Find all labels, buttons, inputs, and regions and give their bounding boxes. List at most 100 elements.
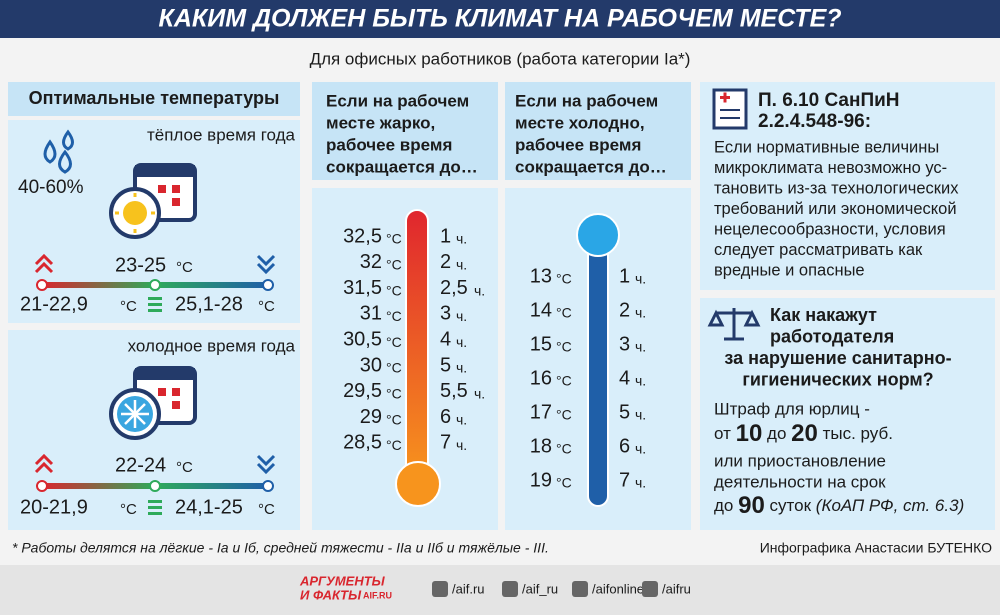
humidity: 40-60% (18, 177, 84, 198)
equal-mark (148, 309, 162, 312)
unit: °C (258, 501, 275, 518)
cold-label: холодное время года (128, 336, 296, 355)
scale-dot (149, 279, 161, 291)
high-range: 24,1-25 (175, 496, 243, 518)
unit: °C (120, 501, 137, 518)
low-range: 21-22,9 (20, 293, 88, 315)
optimal-title: Оптимальные температуры (29, 88, 280, 108)
temperature: 32 (360, 251, 382, 273)
social-icon[interactable] (572, 581, 588, 597)
unit: °C (556, 407, 572, 423)
equal-mark (148, 297, 162, 300)
penalty-title: за нарушение санитарно- (724, 348, 951, 368)
cold-header-box (505, 82, 691, 180)
down-arrows (256, 454, 276, 475)
high-range: 25,1-28 (175, 293, 243, 315)
calendar-sun-icon (109, 163, 197, 239)
sanpin-text: требований или экономической (714, 200, 957, 218)
penalty-title: гигиенических норм? (742, 369, 933, 389)
social-icon[interactable] (432, 581, 448, 597)
temperature: 16 (530, 367, 552, 389)
unit: °C (386, 308, 402, 324)
temperature-scales: 23-25 °C 21-22,9 °C 25,1-28 °C 22-24 °C 20-21,9 °… (20, 253, 276, 518)
hours: 1 (440, 225, 451, 247)
panel-header (8, 82, 300, 116)
temperature: 29,5 (343, 380, 382, 402)
unit: °C (386, 334, 402, 350)
column-title: сокращается до… (515, 157, 667, 176)
temperature: 28,5 (343, 432, 382, 454)
temperature: 18 (530, 435, 552, 457)
social-icon[interactable] (642, 581, 658, 597)
word: до (767, 424, 786, 443)
penalty-title: работодателя (770, 326, 894, 346)
social-links: /aif.ru/aif_ru/aifonline/aifru (432, 581, 691, 597)
scales-icon (707, 308, 761, 341)
alt-line: или приостановление (714, 451, 886, 470)
optimal-range: 23-25 (115, 254, 166, 276)
low-range: 20-21,9 (20, 496, 88, 518)
sanpin-text: следует рассматривать как (714, 241, 923, 259)
unit: °C (386, 437, 402, 453)
equal-mark (148, 506, 162, 509)
law: (КоАП РФ, ст. 6.3) (816, 496, 964, 515)
optimal-range: 22-24 (115, 454, 166, 476)
scale-dot (36, 480, 48, 492)
temperature: 17 (530, 401, 552, 423)
up-arrows (34, 253, 54, 274)
social-link[interactable]: /aif.ru (452, 581, 485, 596)
unit: °C (120, 298, 137, 315)
hours: 6 (440, 406, 451, 428)
equal-mark (148, 500, 162, 503)
hours: 3 (440, 303, 451, 325)
hours: 3 (619, 333, 630, 355)
social-link[interactable]: /aifonline (592, 581, 644, 596)
logo: И ФАКТЫ (300, 587, 362, 602)
fine-min: 10 (736, 420, 763, 447)
word: от (714, 424, 731, 443)
unit: °C (386, 231, 402, 247)
scale-dot (149, 480, 161, 492)
social-link[interactable]: /aif_ru (522, 581, 558, 596)
fine-intro: Штраф для юрлиц - (714, 399, 870, 418)
sanpin-panel (700, 82, 995, 290)
hot-header-box (312, 82, 498, 180)
column-title: Если на рабочем (326, 91, 469, 110)
sanpin-text: тановить из-за технологических (714, 179, 959, 197)
calendar-snow-icon (109, 366, 197, 440)
column-title: рабочее время (515, 135, 641, 154)
scale-dot (36, 279, 48, 291)
temperature: 30 (360, 354, 382, 376)
equal-mark (148, 303, 162, 306)
hours: 6 (619, 435, 630, 457)
unit: °C (556, 475, 572, 491)
column-title: сокращается до… (326, 157, 478, 176)
bottom-bar (0, 565, 1000, 615)
hour-unit: ч. (474, 282, 485, 298)
social-link[interactable]: /aifru (662, 581, 691, 596)
equal-mark (148, 512, 162, 515)
social-icon[interactable] (502, 581, 518, 597)
unit: °C (556, 373, 572, 389)
footnote: * Работы делятся на лёгкие - Iа и Iб, ср… (12, 540, 549, 556)
hours: 7 (440, 432, 451, 454)
column-title: месте жарко, (326, 113, 435, 132)
unit: °C (386, 411, 402, 427)
scale-dot (262, 480, 274, 492)
sanpin-title: 2.2.4.548-96: (758, 111, 871, 132)
temperature: 29 (360, 406, 382, 428)
sanpin-title: П. 6.10 СанПиН (758, 90, 900, 111)
unit: °C (176, 459, 193, 476)
temperature: 15 (530, 333, 552, 355)
column-title: Если на рабочем (515, 91, 658, 110)
document-icon (712, 88, 748, 130)
temperature: 31,5 (343, 277, 382, 299)
hour-unit: ч. (635, 441, 646, 457)
alt-line: деятельности на срок (714, 472, 886, 491)
hours: 1 (619, 265, 630, 287)
hour-unit: ч. (456, 334, 467, 350)
days-line: до 90 суток (КоАП РФ, ст. 6.3) (714, 492, 964, 519)
hours: 4 (440, 328, 451, 350)
